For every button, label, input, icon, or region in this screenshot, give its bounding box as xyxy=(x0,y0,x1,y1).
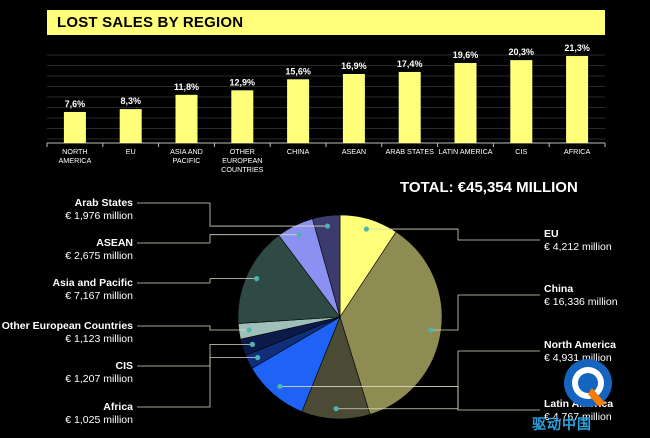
pie-connector-dot xyxy=(249,341,255,347)
pie-connector-dot xyxy=(324,223,331,229)
bar-value-label: 11,8% xyxy=(174,82,199,92)
x-tick-label: LATIN AMERICA xyxy=(438,147,492,156)
pie-label-amount: € 4,767 million xyxy=(544,411,612,423)
page-title: LOST SALES BY REGION xyxy=(57,14,244,31)
pie-label: Africa € 1,025 million xyxy=(65,401,133,427)
bar-value-label: 20,3% xyxy=(509,47,535,57)
pie-label-amount: € 7,167 million xyxy=(65,290,133,302)
bar-value-label: 21,3% xyxy=(564,43,590,53)
pie-slice xyxy=(312,214,341,318)
pie-label-name: North America xyxy=(544,339,616,351)
bar-value-label: 12,9% xyxy=(230,77,256,87)
x-tick-label: NORTH AMERICA xyxy=(59,147,92,165)
pie-label: Arab States € 1,976 million xyxy=(65,197,133,223)
pie-label-name: CIS xyxy=(115,360,133,372)
pie-connector-line xyxy=(137,357,258,408)
pie-connector-line xyxy=(137,202,328,227)
bar xyxy=(287,79,310,143)
pie-slice xyxy=(301,316,371,420)
pie-label-name: Africa xyxy=(103,401,133,413)
pie-label-name: ASEAN xyxy=(96,237,133,249)
pie-label: China € 16,336 million xyxy=(544,283,618,309)
bar-value-label: 7,6% xyxy=(65,99,86,109)
pie-connector-line xyxy=(137,343,253,367)
pie-connector-line xyxy=(137,278,257,284)
bar-value-label: 8,3% xyxy=(120,96,141,106)
x-tick-label: CIS xyxy=(515,147,527,156)
pie-connector-dot xyxy=(246,327,252,333)
pie-connector-line xyxy=(366,228,540,241)
pie-label: EU € 4,212 million xyxy=(544,228,612,254)
x-tick-label: ARAB STATES xyxy=(385,147,434,156)
bar xyxy=(231,90,254,143)
pie-label: ASEAN € 2,675 million xyxy=(65,237,133,263)
bar-value-label: 19,6% xyxy=(453,50,479,60)
pie-connector-line xyxy=(279,386,540,411)
bar xyxy=(119,109,142,143)
bar-value-label: 17,4% xyxy=(397,59,423,69)
bar xyxy=(454,62,477,143)
pie-connector-dot xyxy=(333,406,339,412)
pie-connector-dot xyxy=(363,226,369,232)
x-tick-label: OTHER EUROPEAN COUNTRIES xyxy=(221,147,264,174)
bar-value-label: 16,9% xyxy=(341,61,367,71)
x-tick-label: EU xyxy=(126,147,136,156)
pie-label: CIS € 1,207 million xyxy=(65,360,133,386)
bar xyxy=(342,73,365,143)
pie-label-amount: € 1,207 million xyxy=(65,373,133,385)
bar xyxy=(398,71,421,143)
pie-connector-line xyxy=(336,350,540,410)
pie-connector-line xyxy=(137,234,300,244)
pie-label-amount: € 16,336 million xyxy=(544,296,618,308)
pie-label-amount: € 2,675 million xyxy=(65,250,133,262)
watermark-logo-icon xyxy=(556,356,620,412)
bar-value-label: 15,6% xyxy=(285,66,311,76)
x-tick-label: CHINA xyxy=(287,147,310,156)
pie-label-name: Arab States xyxy=(74,197,133,209)
title-bar: LOST SALES BY REGION xyxy=(47,10,605,35)
pie-label-amount: € 1,123 million xyxy=(65,333,133,345)
pie-connector-dot xyxy=(255,354,261,361)
pie-label: Asia and Pacific € 7,167 million xyxy=(52,277,133,303)
pie-slice xyxy=(339,231,443,415)
x-tick-label: AFRICA xyxy=(564,147,591,156)
pie-label-name: Asia and Pacific xyxy=(52,277,133,289)
pie-connector-line xyxy=(430,294,540,331)
bar xyxy=(566,56,589,143)
watermark-text: 驱动中国 xyxy=(532,416,592,432)
pie-connector-dot xyxy=(428,327,434,333)
bar xyxy=(510,60,533,143)
bar xyxy=(175,94,198,143)
x-tick-label: ASIA AND PACIFIC xyxy=(170,147,203,165)
pie-total-label: TOTAL: €45,354 MILLION xyxy=(400,179,578,196)
pie-label-amount: € 4,212 million xyxy=(544,241,612,253)
pie-label-name: EU xyxy=(544,228,559,240)
pie-label-amount: € 1,976 million xyxy=(65,210,133,222)
pie-slice xyxy=(237,234,341,324)
pie-connector-dot xyxy=(254,275,260,282)
pie-connector-line xyxy=(137,325,250,331)
pie-connector-dot xyxy=(296,232,302,238)
bar xyxy=(63,111,86,143)
x-tick-label: ASEAN xyxy=(342,147,366,156)
pie-label-name: Other European Countries xyxy=(1,320,133,332)
pie-label: Other European Countries € 1,123 million xyxy=(2,320,133,346)
pie-label-name: China xyxy=(544,283,574,295)
pie-label-amount: € 1,025 million xyxy=(65,414,133,426)
pie-connector-dot xyxy=(277,383,283,390)
